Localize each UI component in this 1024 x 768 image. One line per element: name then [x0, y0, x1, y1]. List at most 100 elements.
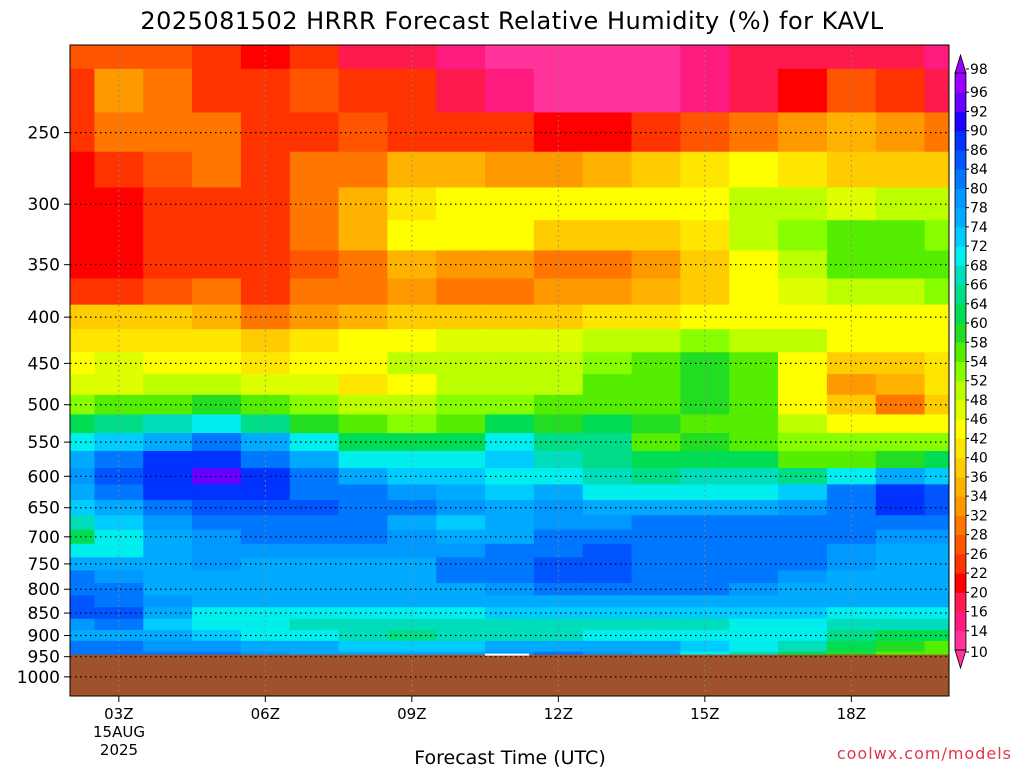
rh-cell	[94, 640, 144, 653]
rh-cell	[533, 500, 584, 516]
rh-cell	[485, 220, 535, 252]
rh-cell	[70, 329, 96, 353]
rh-cell	[485, 394, 535, 416]
colorbar-segment	[955, 496, 966, 516]
rh-cell	[778, 557, 828, 571]
rh-cell	[924, 484, 949, 501]
rh-cell	[582, 515, 633, 531]
rh-cell	[485, 468, 535, 485]
rh-cell	[778, 450, 828, 469]
rh-cell	[387, 151, 437, 189]
colorbar-label: 86	[970, 143, 988, 159]
rh-cell	[778, 595, 828, 608]
rh-cell	[680, 595, 730, 608]
rh-cell	[94, 557, 144, 571]
colorbar-label: 90	[970, 124, 988, 140]
rh-cell	[70, 151, 96, 189]
rh-cell	[289, 394, 340, 416]
rh-cell	[582, 500, 633, 516]
rh-cell	[192, 112, 242, 153]
rh-cell	[533, 484, 584, 501]
rh-cell	[94, 352, 144, 375]
rh-cell	[94, 468, 144, 485]
rh-cell	[680, 484, 730, 501]
y-tick-label: 350	[28, 256, 60, 276]
rh-cell	[143, 484, 193, 501]
colorbar-label: 96	[970, 85, 988, 101]
rh-cell	[924, 629, 949, 642]
rh-cell	[143, 151, 193, 189]
colorbar-segment	[955, 149, 966, 170]
rh-cell	[680, 618, 730, 631]
rh-cell	[289, 484, 340, 501]
rh-cell	[680, 450, 730, 469]
colorbar-segment	[955, 246, 966, 266]
rh-cell	[289, 515, 340, 531]
rh-cell	[94, 394, 144, 416]
rh-cell	[533, 468, 584, 485]
rh-cell	[729, 220, 779, 252]
rh-cell	[338, 607, 389, 620]
rh-cell	[289, 557, 340, 571]
rh-cell	[875, 414, 926, 434]
rh-cell	[778, 500, 828, 516]
rh-cell	[143, 352, 193, 375]
y-tick-label: 900	[28, 626, 60, 646]
colorbar-label: 42	[970, 431, 988, 447]
colorbar-segment	[955, 323, 966, 343]
rh-cell	[94, 484, 144, 501]
rh-cell	[143, 515, 193, 531]
rh-cell	[338, 187, 389, 221]
rh-cell	[582, 151, 633, 189]
y-tick-label: 650	[28, 499, 60, 519]
rh-cell	[338, 570, 389, 584]
rh-cell	[192, 468, 242, 485]
rh-cell	[680, 151, 730, 189]
rh-cell	[70, 529, 96, 545]
rh-cell	[485, 515, 535, 531]
rh-cell	[192, 529, 242, 545]
rh-cell	[70, 45, 96, 70]
rh-cell	[338, 484, 389, 501]
rh-cell	[289, 352, 340, 375]
rh-cell	[485, 112, 535, 153]
colorbar-label: 58	[970, 335, 988, 351]
rh-cell	[924, 607, 949, 620]
rh-cell	[338, 450, 389, 469]
rh-cell	[680, 414, 730, 434]
rh-cell	[143, 529, 193, 545]
rh-cell	[924, 583, 949, 596]
rh-cell	[289, 220, 340, 252]
y-tick-label: 800	[28, 580, 60, 600]
rh-cell	[631, 414, 682, 434]
rh-cell	[875, 515, 926, 531]
rh-cell	[729, 570, 779, 584]
colorbar-label: 34	[970, 489, 988, 505]
rh-cell	[289, 278, 340, 306]
rh-cell	[70, 433, 96, 452]
rh-cell	[338, 515, 389, 531]
rh-cell	[240, 618, 291, 631]
rh-cell	[70, 557, 96, 571]
x-tick-label: 03Z	[104, 705, 133, 723]
rh-cell	[875, 68, 926, 114]
rh-cell	[826, 414, 877, 434]
rh-cell	[387, 394, 437, 416]
rh-cell	[485, 414, 535, 434]
rh-cell	[240, 151, 291, 189]
rh-cell	[387, 618, 437, 631]
y-tick-label: 500	[28, 396, 60, 416]
rh-cell	[778, 515, 828, 531]
rh-cell	[924, 394, 949, 416]
rh-cell	[778, 414, 828, 434]
rh-cell	[875, 595, 926, 608]
rh-cell	[533, 607, 584, 620]
rh-cell	[631, 220, 682, 252]
rh-cell	[924, 543, 949, 558]
y-tick-label: 1000	[17, 668, 60, 688]
rh-cell	[387, 450, 437, 469]
rh-cell	[485, 329, 535, 353]
credit-link[interactable]: coolwx.com/models	[837, 744, 1012, 763]
rh-cell	[436, 640, 486, 653]
rh-cell	[826, 250, 877, 280]
